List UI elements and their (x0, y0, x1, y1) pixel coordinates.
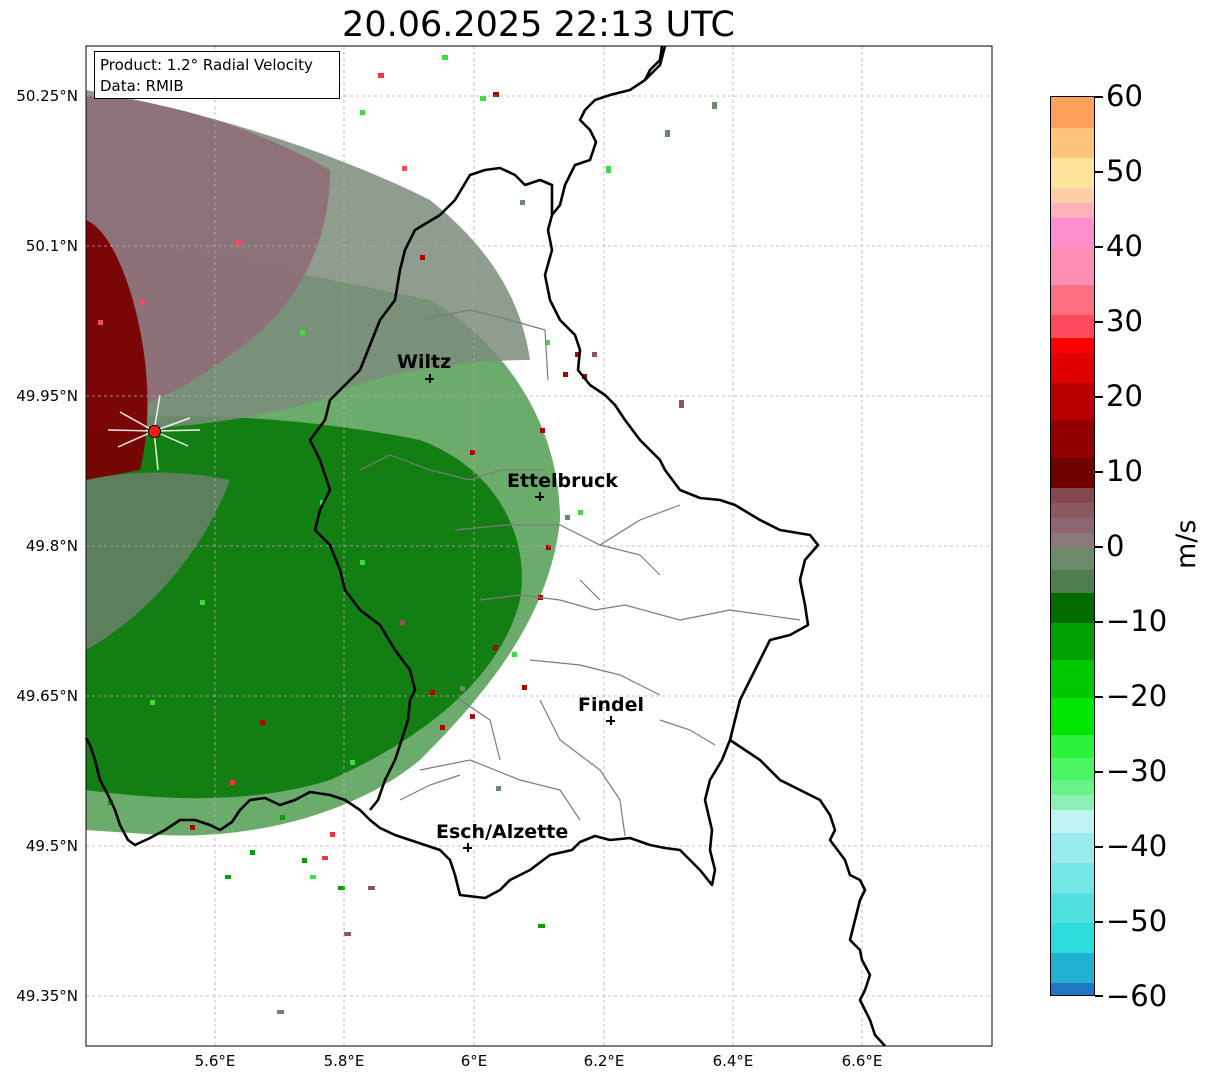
colorbar-band (1051, 892, 1094, 923)
colorbar-band (1051, 202, 1094, 218)
colorbar-tick (1095, 921, 1103, 923)
lat-tick-label: 50.25°N (16, 87, 78, 105)
colorbar-band (1051, 517, 1094, 533)
colorbar-band (1051, 547, 1094, 570)
city-marker-ettelbruck[interactable] (535, 492, 544, 501)
colorbar-band (1051, 862, 1094, 893)
colorbar-tick-label: 20 (1106, 379, 1143, 413)
city-label-ettelbruck: Ettelbruck (507, 470, 618, 492)
colorbar-band (1051, 187, 1094, 203)
colorbar-tick (1095, 321, 1103, 323)
colorbar-band (1051, 337, 1094, 353)
colorbar-band (1051, 734, 1094, 758)
city-label-esch-alzette: Esch/Alzette (436, 821, 569, 843)
colorbar-band (1051, 457, 1094, 488)
echo-region-mauve (86, 95, 330, 420)
colorbar-band (1051, 809, 1094, 833)
colorbar-band (1051, 217, 1094, 248)
colorbar-band (1051, 314, 1094, 338)
colorbar-band (1051, 502, 1094, 518)
colorbar-tick (1095, 696, 1103, 698)
lon-tick-label: 6°E (460, 1052, 488, 1070)
lon-tick-label: 5.8°E (323, 1052, 365, 1070)
lat-tick-label: 50.1°N (25, 237, 78, 255)
colorbar-tick-label: −20 (1106, 679, 1168, 713)
colorbar-band (1051, 592, 1094, 623)
colorbar-band (1051, 157, 1094, 188)
colorbar-tick-label: −50 (1106, 904, 1168, 938)
colorbar-tick (1095, 546, 1103, 548)
lon-tick-label: 6.6°E (841, 1052, 883, 1070)
echo-region-darkred (86, 220, 148, 480)
colorbar-tick (1095, 246, 1103, 248)
colorbar-band (1051, 659, 1094, 698)
colorbar-band (1051, 127, 1094, 158)
data-source-label: Data: RMIB (100, 77, 184, 95)
colorbar-tick (1095, 396, 1103, 398)
colorbar-tick-label: 10 (1106, 454, 1143, 488)
echo-region-grey-west (86, 472, 230, 650)
colorbar-tick (1095, 171, 1103, 173)
colorbar-tick-label: 60 (1106, 79, 1143, 113)
radar-site-marker[interactable] (148, 425, 161, 438)
colorbar-unit-label: m/s (1171, 519, 1202, 569)
colorbar-band (1051, 922, 1094, 953)
colorbar-tick-label: 30 (1106, 304, 1143, 338)
colorbar-tick-label: 0 (1106, 529, 1125, 563)
colorbar-band (1051, 622, 1094, 660)
colorbar-band (1051, 757, 1094, 780)
colorbar-band (1051, 487, 1094, 503)
colorbar-band (1051, 952, 1094, 983)
colorbar-band (1051, 982, 1094, 995)
city-label-wiltz: Wiltz (397, 351, 452, 373)
colorbar-tick-label: −10 (1106, 604, 1168, 638)
colorbar-band (1051, 284, 1094, 315)
city-marker-wiltz[interactable] (425, 374, 434, 383)
echo-speckles (98, 55, 717, 1014)
colorbar-tick (1095, 846, 1103, 848)
lat-tick-label: 49.95°N (16, 387, 78, 405)
colorbar-tick (1095, 771, 1103, 773)
lat-tick-label: 49.8°N (25, 537, 78, 555)
city-marker-esch-alzette[interactable] (463, 843, 472, 852)
colorbar-band (1051, 779, 1094, 795)
lon-tick-label: 6.2°E (583, 1052, 625, 1070)
plot-frame (85, 45, 993, 1047)
colorbar-band (1051, 569, 1094, 593)
colorbar-tick (1095, 621, 1103, 623)
product-info-box: Product: 1.2° Radial Velocity Data: RMIB (94, 51, 340, 99)
colorbar-band (1051, 832, 1094, 863)
city-marker-findel[interactable] (606, 716, 615, 725)
lat-tick-label: 49.65°N (16, 687, 78, 705)
colorbar-band (1051, 382, 1094, 420)
lat-tick-label: 49.35°N (16, 987, 78, 1005)
colorbar-tick-label: −60 (1106, 979, 1168, 1013)
colorbar-tick (1095, 995, 1103, 997)
colorbar-band (1051, 97, 1094, 128)
colorbar-tick-label: 50 (1106, 154, 1143, 188)
lat-tick-label: 49.5°N (25, 837, 78, 855)
lon-tick-label: 6.4°E (712, 1052, 754, 1070)
product-label: Product: 1.2° Radial Velocity (100, 56, 313, 74)
city-label-findel: Findel (578, 694, 645, 716)
colorbar-tick (1095, 471, 1103, 473)
colorbar-tick (1095, 96, 1103, 98)
lon-tick-label: 5.6°E (194, 1052, 236, 1070)
page-title: 20.06.2025 22:13 UTC (342, 5, 735, 45)
colorbar-tick-label: −40 (1106, 829, 1168, 863)
colorbar-band (1051, 352, 1094, 383)
colorbar-band (1051, 247, 1094, 285)
colorbar-tick-label: −30 (1106, 754, 1168, 788)
colorbar-band (1051, 697, 1094, 735)
colorbar-band (1051, 532, 1094, 548)
canton-borders (359, 309, 801, 837)
country-borders (84, 45, 886, 1047)
velocity-colorbar (1050, 96, 1095, 996)
colorbar-band (1051, 419, 1094, 458)
colorbar-band (1051, 794, 1094, 810)
colorbar-tick-label: 40 (1106, 229, 1143, 263)
